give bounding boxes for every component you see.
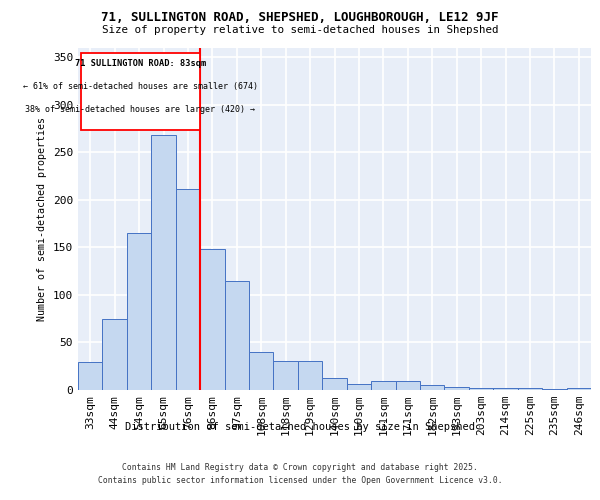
Text: ← 61% of semi-detached houses are smaller (674): ← 61% of semi-detached houses are smalle… [23, 82, 258, 91]
Text: Contains public sector information licensed under the Open Government Licence v3: Contains public sector information licen… [98, 476, 502, 485]
Bar [542, 389, 566, 390]
Bar [322, 378, 347, 390]
Bar [200, 249, 224, 390]
Bar [103, 318, 127, 390]
Text: 71 SULLINGTON ROAD: 83sqm: 71 SULLINGTON ROAD: 83sqm [75, 59, 206, 68]
Bar [249, 352, 274, 390]
Bar [493, 388, 518, 390]
Text: 71, SULLINGTON ROAD, SHEPSHED, LOUGHBOROUGH, LE12 9JF: 71, SULLINGTON ROAD, SHEPSHED, LOUGHBORO… [101, 11, 499, 24]
FancyBboxPatch shape [80, 52, 200, 130]
Bar [151, 135, 176, 390]
Bar [371, 382, 395, 390]
Bar [518, 388, 542, 390]
Bar [420, 385, 445, 390]
Bar [176, 190, 200, 390]
Text: Contains HM Land Registry data © Crown copyright and database right 2025.: Contains HM Land Registry data © Crown c… [122, 462, 478, 471]
Bar [274, 362, 298, 390]
Text: Size of property relative to semi-detached houses in Shepshed: Size of property relative to semi-detach… [102, 25, 498, 35]
Bar [224, 280, 249, 390]
Text: Distribution of semi-detached houses by size in Shepshed: Distribution of semi-detached houses by … [125, 422, 475, 432]
Text: 38% of semi-detached houses are larger (420) →: 38% of semi-detached houses are larger (… [25, 104, 256, 114]
Bar [395, 382, 420, 390]
Bar [445, 387, 469, 390]
Bar [298, 362, 322, 390]
Y-axis label: Number of semi-detached properties: Number of semi-detached properties [37, 116, 47, 321]
Bar [566, 388, 591, 390]
Bar [127, 233, 151, 390]
Bar [78, 362, 103, 390]
Bar [347, 384, 371, 390]
Bar [469, 388, 493, 390]
